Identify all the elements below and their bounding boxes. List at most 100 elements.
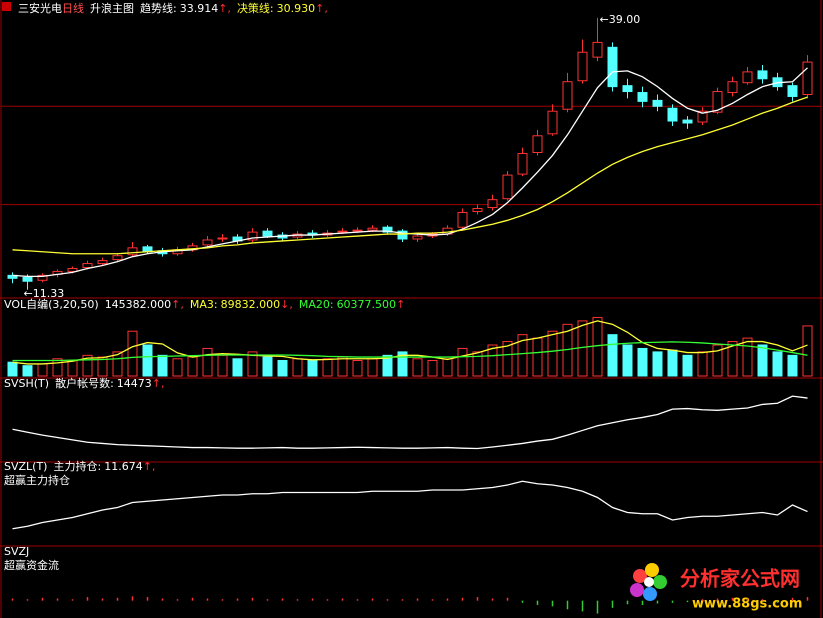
candle-body xyxy=(592,41,603,58)
volume-bar xyxy=(82,354,93,377)
volume-bar xyxy=(127,330,138,377)
header-text: 30.930 xyxy=(277,2,316,15)
candle-body xyxy=(412,235,423,240)
volume-bar xyxy=(397,351,408,377)
candle-body xyxy=(67,267,78,272)
header-text: MA3: xyxy=(190,298,218,311)
candle-body xyxy=(487,199,498,209)
candle-body xyxy=(97,260,108,265)
panel-header: SVZL(T) 主力持仓: 11.674↑, xyxy=(4,459,155,473)
candle-body xyxy=(712,91,723,113)
panel-header: VOL自编(3,20,50) 145382.000↑, MA3: 89832.000↓… xyxy=(4,297,405,311)
volume-bar xyxy=(607,334,618,377)
header-text: 14473 xyxy=(117,377,152,390)
header-text: SVZL(T) xyxy=(4,460,47,473)
volume-bar xyxy=(67,360,78,377)
volume-ma xyxy=(12,320,808,365)
header-text: ↑, xyxy=(315,2,328,15)
panel-subtitle: 超赢资金流 xyxy=(4,558,59,572)
candle-body xyxy=(367,227,378,231)
candle-body xyxy=(397,230,408,240)
panel-header: SVZJ xyxy=(4,545,29,558)
header-text: ↑, xyxy=(152,377,165,390)
header-text: 11.674 xyxy=(104,460,143,473)
candle-body xyxy=(757,70,768,80)
volume-bar xyxy=(637,347,648,377)
volume-bar xyxy=(487,344,498,377)
volume-bar xyxy=(202,347,213,377)
header-text: 升浪主图 xyxy=(90,1,134,15)
volume-bar xyxy=(622,344,633,377)
panel-subtitle: 超赢主力持仓 xyxy=(4,473,70,487)
volume-bar xyxy=(262,356,273,377)
candle-body xyxy=(82,263,93,268)
volume-bar xyxy=(652,351,663,377)
volume-bar xyxy=(802,325,813,377)
volume-bar xyxy=(352,360,363,377)
volume-bar xyxy=(307,360,318,377)
header-text: 趋势线: xyxy=(140,1,177,15)
volume-bar xyxy=(337,356,348,377)
volume-bar xyxy=(712,344,723,377)
volume-bar xyxy=(157,354,168,377)
volume-ma xyxy=(12,341,808,362)
header-text: ↑ xyxy=(396,298,405,311)
volume-bar xyxy=(187,356,198,377)
volume-bar xyxy=(142,344,153,377)
header-text: ↑, xyxy=(143,460,156,473)
candle-body xyxy=(637,92,648,102)
volume-bar xyxy=(682,354,693,377)
volume-bar xyxy=(22,365,33,377)
volume-bar xyxy=(292,358,303,377)
volume-bar xyxy=(412,358,423,377)
volume-bar xyxy=(277,360,288,377)
volume-bar xyxy=(742,337,753,377)
candle-body xyxy=(247,231,258,241)
header-text: SVZJ xyxy=(4,545,29,558)
volume-bar xyxy=(367,358,378,377)
candle-body xyxy=(22,276,33,282)
header-text: 33.914 xyxy=(180,2,219,15)
header-text: ↑, xyxy=(171,298,184,311)
panel-header: SVSH(T) 散户帐号数: 14473↑, xyxy=(4,376,165,390)
candle-body xyxy=(112,255,123,261)
volume-bar xyxy=(592,316,603,377)
candle-body xyxy=(622,85,633,93)
header-text: ↑, xyxy=(218,2,231,15)
candle-body xyxy=(37,274,48,281)
volume-bar xyxy=(442,358,453,377)
header-text: 主力持仓: xyxy=(53,459,101,473)
volume-bar xyxy=(697,351,708,377)
volume-bar xyxy=(232,358,243,377)
candle-body xyxy=(697,110,708,123)
panel-header: 三安光电日线 升浪主图 趋势线: 33.914↑, 决策线: 30.930↑, xyxy=(18,1,328,15)
volume-bar xyxy=(667,349,678,377)
indicator-line xyxy=(12,480,808,530)
volume-bar xyxy=(427,360,438,377)
volume-bar xyxy=(172,358,183,377)
candle-body xyxy=(547,110,558,135)
volume-bar xyxy=(517,334,528,377)
candle-body xyxy=(127,247,138,256)
header-text: 三安光电 xyxy=(18,1,62,15)
header-text: 89832.000 xyxy=(221,298,281,311)
volume-bar xyxy=(7,361,18,377)
watermark-name: 分析家公式网 xyxy=(680,567,800,591)
volume-bar xyxy=(457,347,468,377)
indicator-line xyxy=(12,395,808,450)
header-text: ↓, xyxy=(280,298,293,311)
logo xyxy=(630,563,667,601)
volume-bar xyxy=(52,358,63,377)
header-text: 145382.000 xyxy=(105,298,171,311)
candle-body xyxy=(667,107,678,122)
candle-body xyxy=(472,208,483,212)
volume-bar xyxy=(772,351,783,377)
candle-body xyxy=(577,51,588,82)
candle-body xyxy=(502,174,513,200)
header-text: 决策线: xyxy=(237,1,274,15)
high-label: ←39.00 xyxy=(600,13,641,26)
volume-bar xyxy=(112,351,123,377)
icon xyxy=(2,2,11,11)
